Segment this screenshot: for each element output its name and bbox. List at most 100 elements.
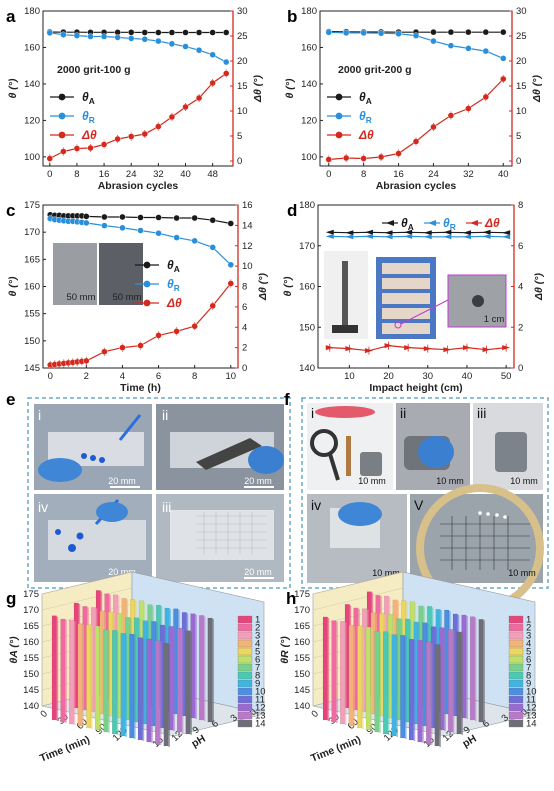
x-tick-label: 24 xyxy=(126,169,137,180)
data-marker xyxy=(483,230,491,235)
x-tick-label: 50 xyxy=(501,371,512,382)
x-axis-label: Abrasion cycles xyxy=(98,180,179,192)
y2-tick-label: 10 xyxy=(242,261,253,272)
data-point xyxy=(396,151,402,157)
x-tick-label: 8 xyxy=(74,169,79,180)
data-point xyxy=(210,30,216,36)
z-tick-label: 160 xyxy=(23,637,39,648)
legend-swatch xyxy=(238,720,252,727)
bar xyxy=(208,618,213,722)
bar-side xyxy=(336,622,338,723)
panel-letter-f: f xyxy=(284,390,290,409)
legend-label: θR xyxy=(82,109,95,125)
data-point xyxy=(210,244,216,250)
y2-tick-label: 10 xyxy=(237,106,248,117)
z-tick-label: 145 xyxy=(294,685,310,696)
water-drop xyxy=(486,512,490,516)
data-point xyxy=(60,32,66,38)
x-tick-label: 4 xyxy=(120,371,125,382)
legend-swatch xyxy=(509,664,523,671)
y2-tick-label: 6 xyxy=(242,302,247,313)
data-marker xyxy=(404,234,412,239)
x-tick-label: 48 xyxy=(207,169,218,180)
z-tick-label: 145 xyxy=(23,685,39,696)
time-tick-label: 0 xyxy=(38,708,50,720)
legend-marker xyxy=(470,220,478,226)
data-point xyxy=(465,106,471,112)
bar-side xyxy=(328,618,330,721)
legend-swatch xyxy=(238,680,252,687)
panel-letter-c: c xyxy=(6,201,15,220)
data-point xyxy=(142,131,148,137)
data-point xyxy=(483,94,489,100)
photo-label: ii xyxy=(400,405,406,421)
y2-tick-label: 5 xyxy=(237,131,242,142)
bar xyxy=(61,619,66,722)
bar xyxy=(448,629,453,732)
data-point xyxy=(326,29,332,35)
bar-side xyxy=(151,640,153,743)
y-tick-label: 140 xyxy=(299,363,315,374)
data-point xyxy=(343,30,349,36)
y-axis-label: pH xyxy=(460,733,478,750)
scale-bar-label: 10 mm xyxy=(510,476,538,486)
scale-bar-label: 50 mm xyxy=(66,292,95,303)
bar-side xyxy=(190,632,192,735)
sample-slide xyxy=(382,323,430,334)
panel-letter-e: e xyxy=(6,390,15,409)
legend-swatch xyxy=(509,720,523,727)
y2-tick-label: 25 xyxy=(237,31,248,42)
y2-tick-label: 12 xyxy=(242,241,253,252)
legend-swatch xyxy=(238,616,252,623)
data-point xyxy=(83,213,89,219)
glove xyxy=(38,458,82,482)
sample-slide xyxy=(382,293,430,304)
bar-side xyxy=(173,627,175,731)
z-tick-label: 165 xyxy=(23,621,39,632)
legend-swatch xyxy=(509,680,523,687)
water-drop xyxy=(99,457,105,463)
data-point xyxy=(101,34,107,40)
x-axis-label: Time (min) xyxy=(38,734,92,765)
data-point xyxy=(174,215,180,221)
legend-label: Δθ xyxy=(484,216,500,230)
bar xyxy=(78,624,83,726)
legend-marker xyxy=(428,220,436,226)
glove xyxy=(248,446,284,474)
bar xyxy=(138,638,143,740)
bar xyxy=(52,616,57,720)
bar-side xyxy=(125,634,127,737)
data-point xyxy=(430,124,436,130)
bar-side xyxy=(353,626,355,727)
bar xyxy=(418,640,423,742)
y2-tick-label: 2 xyxy=(242,343,247,354)
y-tick-label: 165 xyxy=(24,254,40,265)
y2-tick-label: 0 xyxy=(518,363,523,374)
legend-label: Δθ xyxy=(358,128,374,142)
y-axis-label: θ (°) xyxy=(7,276,19,296)
data-point xyxy=(138,343,144,349)
data-point xyxy=(138,214,144,220)
y-tick-label: 150 xyxy=(24,336,40,347)
legend-label: θR xyxy=(443,216,456,232)
bar xyxy=(457,632,462,734)
data-point xyxy=(88,34,94,40)
glove xyxy=(418,436,454,468)
bar-side xyxy=(405,636,407,739)
y2-tick-label: 0 xyxy=(237,156,242,167)
data-point xyxy=(223,71,229,77)
data-point xyxy=(228,220,234,226)
y-tick-label: 160 xyxy=(24,282,40,293)
series-line-b xyxy=(329,79,504,160)
data-point xyxy=(60,149,66,155)
z-tick-label: 165 xyxy=(294,621,310,632)
bar-side xyxy=(371,628,373,731)
legend-marker xyxy=(336,113,343,120)
panel-letter-g: g xyxy=(6,589,16,608)
data-point xyxy=(101,349,107,355)
legend-swatch xyxy=(509,704,523,711)
data-marker xyxy=(443,234,451,239)
data-point xyxy=(156,230,162,236)
y-tick-label: 175 xyxy=(24,200,40,211)
bar-side xyxy=(431,643,433,745)
